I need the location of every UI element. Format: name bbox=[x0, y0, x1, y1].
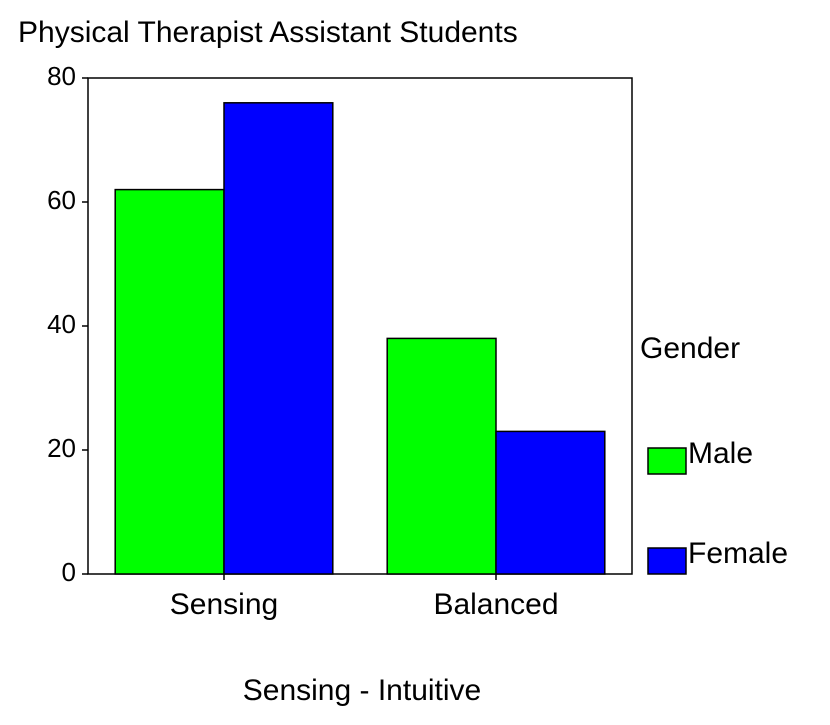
bar bbox=[495, 430, 606, 575]
bar bbox=[114, 188, 225, 575]
legend-swatch bbox=[647, 547, 687, 575]
legend-swatch bbox=[647, 447, 687, 475]
x-axis-label: Sensing - Intuitive bbox=[243, 674, 481, 707]
legend-label: Female bbox=[688, 537, 788, 570]
x-tick-label: Sensing bbox=[170, 588, 278, 621]
legend-title: Gender bbox=[640, 332, 740, 365]
y-tick-label: 60 bbox=[47, 185, 76, 215]
y-tick-label: 40 bbox=[47, 309, 76, 339]
chart-title: Physical Therapist Assistant Students bbox=[18, 16, 518, 49]
bar bbox=[386, 337, 497, 575]
legend-label: Male bbox=[688, 437, 753, 470]
bar bbox=[223, 102, 334, 575]
x-tick-label: Balanced bbox=[433, 588, 558, 621]
y-tick-label: 20 bbox=[47, 433, 76, 463]
y-tick-label: 0 bbox=[62, 557, 76, 587]
y-tick-label: 80 bbox=[47, 61, 76, 91]
